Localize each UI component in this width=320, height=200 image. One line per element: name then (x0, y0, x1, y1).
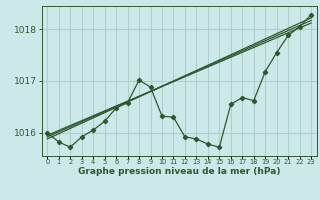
X-axis label: Graphe pression niveau de la mer (hPa): Graphe pression niveau de la mer (hPa) (78, 167, 280, 176)
